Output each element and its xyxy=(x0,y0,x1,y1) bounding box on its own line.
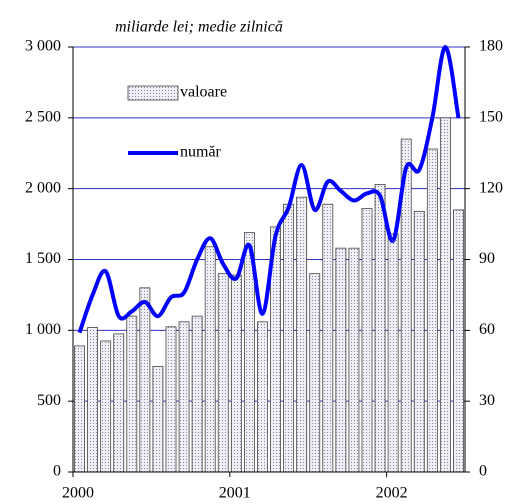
bar xyxy=(335,247,347,473)
bar xyxy=(204,246,216,473)
bar xyxy=(217,273,229,473)
bar xyxy=(322,203,334,473)
bar xyxy=(296,196,308,473)
y2-tick-label: 60 xyxy=(479,321,495,338)
bar xyxy=(426,148,438,473)
y2-tick-label: 150 xyxy=(479,109,503,126)
y-tick-label: 0 xyxy=(53,463,61,480)
bar xyxy=(387,233,399,473)
y-tick-label: 2 500 xyxy=(25,109,61,126)
y-tick-label: 1 000 xyxy=(25,321,61,338)
y2-tick-label: 180 xyxy=(479,38,503,55)
bar xyxy=(348,247,360,473)
bar xyxy=(361,208,373,473)
legend-label: valoare xyxy=(180,84,227,101)
bar xyxy=(453,209,464,473)
bar xyxy=(152,366,164,473)
bar xyxy=(126,315,138,473)
subtitle: miliarde lei; medie zilnică xyxy=(115,19,283,36)
y-tick-label: 1 500 xyxy=(25,250,61,267)
y2-tick-label: 30 xyxy=(479,392,495,409)
y2-tick-label: 120 xyxy=(479,179,503,196)
y-tick-label: 3 000 xyxy=(25,38,61,55)
bar xyxy=(413,210,425,473)
bar xyxy=(283,203,295,473)
bar xyxy=(257,321,268,473)
bar xyxy=(165,326,177,473)
bar xyxy=(374,184,386,473)
y-tick-label: 2 000 xyxy=(25,179,61,196)
bar xyxy=(87,327,99,473)
y-tick-label: 500 xyxy=(37,392,61,409)
bar xyxy=(113,333,125,473)
legend-label: număr xyxy=(180,144,222,161)
bar xyxy=(100,340,112,473)
bar xyxy=(309,273,321,473)
x-tick-label: 2000 xyxy=(62,485,94,502)
bar xyxy=(230,274,242,473)
bar xyxy=(74,345,85,473)
y2-tick-label: 90 xyxy=(479,250,495,267)
bars xyxy=(74,117,464,473)
grid xyxy=(73,46,465,473)
bar xyxy=(191,315,203,473)
bar xyxy=(439,117,451,473)
y2-tick-label: 0 xyxy=(479,463,487,480)
line xyxy=(77,45,461,334)
x-tick-label: 2002 xyxy=(376,485,408,502)
legend-swatch xyxy=(127,85,179,101)
bar xyxy=(178,321,190,473)
x-tick-label: 2001 xyxy=(219,485,251,502)
bar xyxy=(139,287,151,473)
